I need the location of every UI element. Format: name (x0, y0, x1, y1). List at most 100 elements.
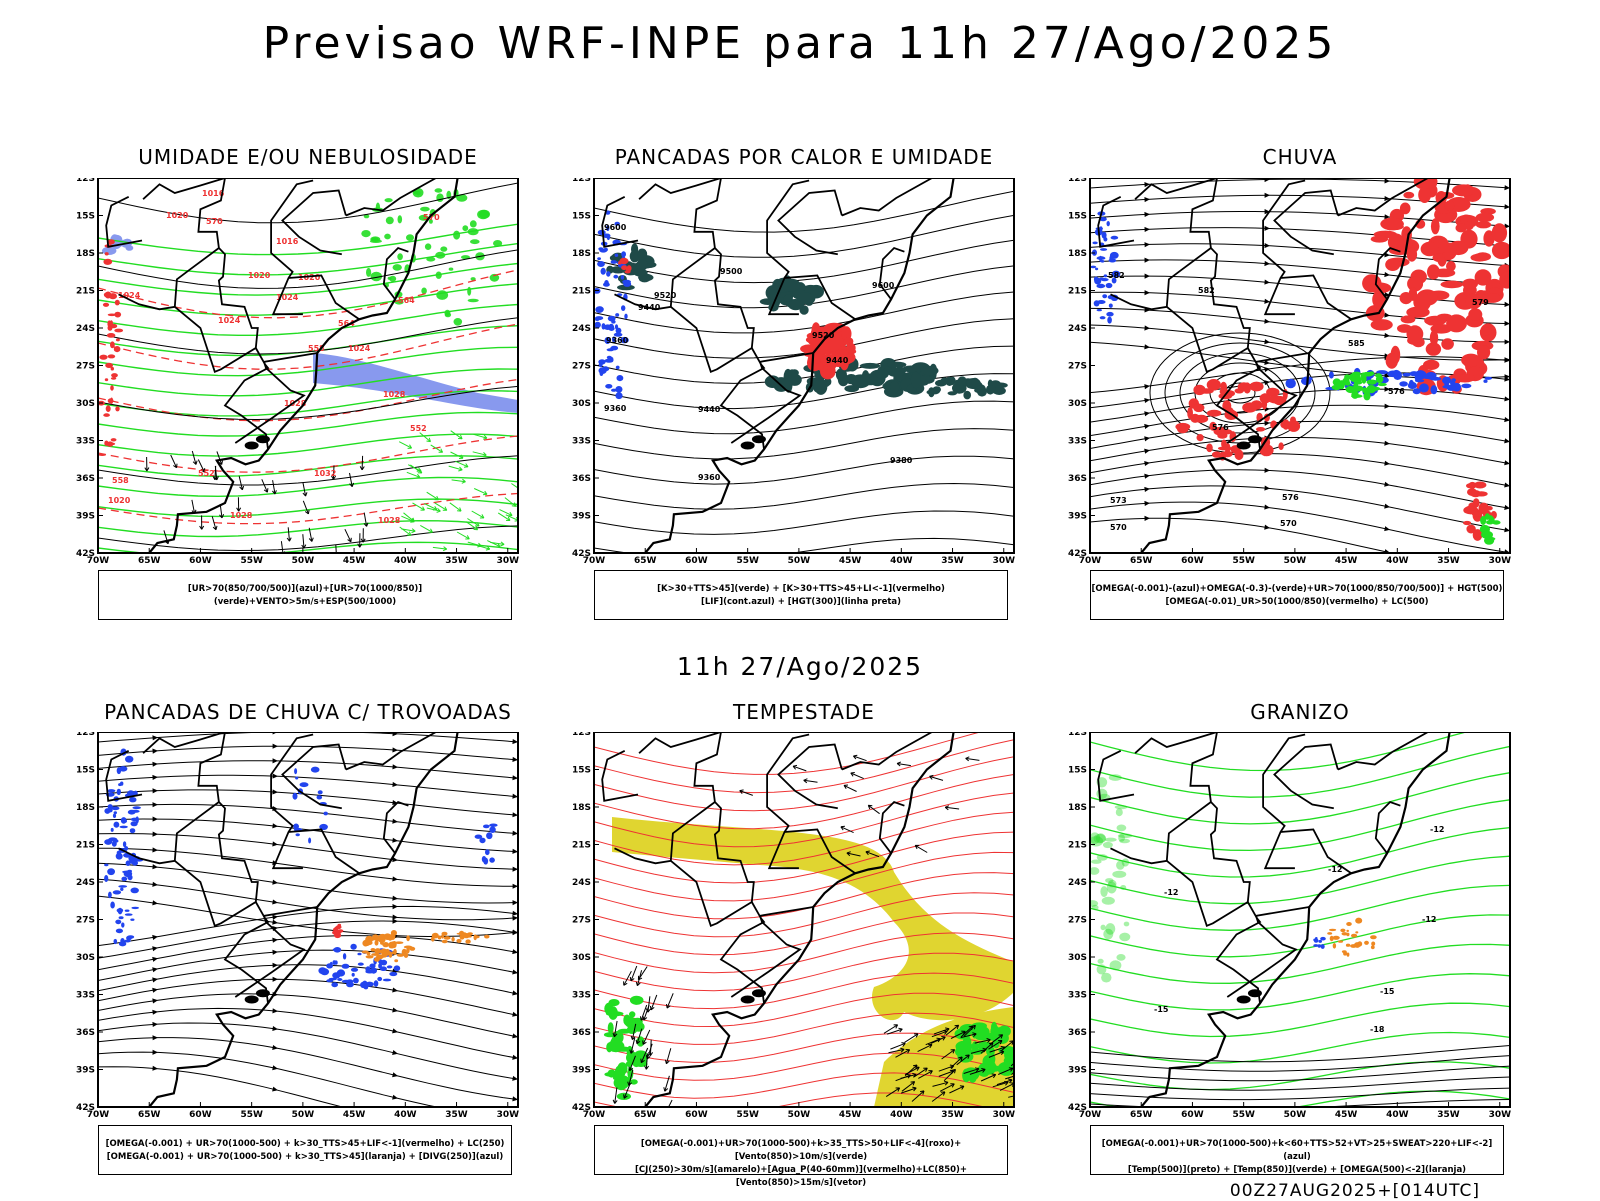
field-patch (617, 375, 624, 381)
wind-vector-head (1017, 1073, 1021, 1077)
field-patch (1098, 959, 1104, 964)
field-patch (474, 935, 480, 938)
lon-label: 70W (1079, 556, 1102, 566)
field-patch (1286, 379, 1296, 388)
country-border (175, 248, 219, 307)
streamline-arrow (1504, 571, 1510, 573)
field-patch (482, 856, 486, 862)
lon-label: 40W (1386, 556, 1409, 566)
lon-label: 50W (292, 1110, 315, 1120)
field-patch (621, 275, 624, 280)
field-patch (132, 806, 141, 809)
lat-label: 30S (76, 953, 95, 963)
field-patch (493, 240, 502, 247)
field-patch (902, 366, 919, 373)
field-patch (136, 816, 139, 823)
contour-label: 570 (1280, 519, 1297, 528)
streamline-arrow (273, 758, 279, 763)
field-patch (784, 279, 801, 291)
contour-label: 1028 (230, 511, 253, 520)
field-patch (986, 1033, 1001, 1041)
streamline-arrow (1385, 178, 1391, 183)
wind-vector (420, 433, 431, 442)
lat-label: 39S (76, 512, 95, 522)
streamline (98, 819, 518, 852)
streamline-arrow (1265, 193, 1270, 198)
country-border (880, 802, 905, 853)
field-patch (594, 322, 601, 328)
field-patch (966, 380, 980, 385)
field-patch (597, 261, 605, 267)
streamline-arrow (152, 775, 158, 780)
field-patch (1206, 444, 1213, 453)
lon-label: 45W (343, 1110, 366, 1120)
field-patch (296, 833, 300, 836)
field-patch (489, 824, 497, 827)
field-patch (370, 239, 382, 243)
country-border (1274, 745, 1338, 809)
field-patch (338, 929, 344, 932)
field-patch (1318, 940, 1322, 943)
field-patch (343, 953, 346, 959)
field-patch (1197, 434, 1204, 441)
streamline-arrow (1144, 474, 1150, 479)
field-patch (331, 982, 338, 987)
streamline-arrow (153, 817, 158, 822)
field-patch (1415, 374, 1420, 382)
wind-vector-head (1019, 1063, 1023, 1067)
lake-marker (752, 435, 766, 443)
lon-label: 65W (138, 1110, 161, 1120)
contour-line (98, 224, 518, 254)
field-patch (1451, 378, 1456, 382)
lon-label: 55W (736, 1110, 759, 1120)
field-patch (1332, 936, 1339, 940)
lon-label: 30W (497, 1110, 520, 1120)
contour-label: -15 (1380, 987, 1395, 996)
lake-marker (1248, 435, 1262, 443)
contour-label: 9520 (654, 291, 677, 300)
streamline (98, 863, 518, 903)
field-patch (1371, 942, 1375, 946)
lat-label: 39S (1068, 512, 1087, 522)
field-patch (1118, 834, 1125, 842)
field-patch (1418, 187, 1431, 203)
field-patch (1346, 922, 1352, 926)
lon-label: 30W (993, 556, 1016, 566)
field-patch (386, 217, 394, 225)
contour-label: 576 (1388, 387, 1405, 396)
wind-vector (400, 527, 411, 535)
field-patch (595, 306, 603, 313)
streamline-arrow (272, 1087, 278, 1092)
field-patch (1350, 944, 1357, 948)
legend-line: [OMEGA(-0.001) + UR>70(1000-500) + k>30_… (99, 1151, 511, 1164)
lat-label: 18S (1068, 803, 1087, 813)
lat-label: 33S (1068, 437, 1087, 447)
field-patch (374, 980, 379, 987)
field-patch (98, 454, 106, 456)
field-patch (108, 314, 116, 317)
field-patch (111, 377, 116, 380)
field-patch (115, 920, 121, 925)
field-patch (1492, 242, 1512, 259)
field-patch (125, 913, 133, 915)
lat-label: 18S (76, 249, 95, 259)
streamline-arrow (392, 764, 398, 769)
field-patch (333, 927, 338, 932)
field-patch (624, 314, 627, 319)
field-patch (599, 367, 607, 374)
lat-label: 36S (572, 474, 591, 484)
field-patch (308, 838, 311, 844)
field-patch (380, 949, 387, 955)
lat-label: 15S (572, 766, 591, 776)
streamline (98, 1023, 518, 1079)
field-patch (131, 888, 139, 894)
lat-label: 30S (572, 399, 591, 409)
streamline-arrow (272, 915, 278, 920)
streamline (98, 775, 518, 796)
field-patch (118, 908, 123, 915)
wind-vector-head (334, 555, 338, 559)
field-patch (1100, 248, 1107, 251)
field-patch (1421, 385, 1425, 393)
